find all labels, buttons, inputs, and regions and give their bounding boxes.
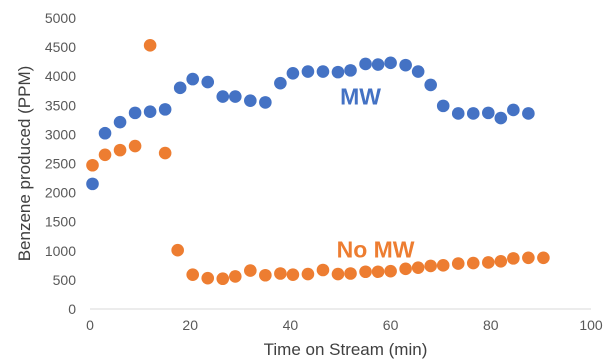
data-point xyxy=(98,148,112,162)
data-point xyxy=(301,65,315,78)
data-point xyxy=(436,259,450,272)
y-tick-label: 2500 xyxy=(45,156,76,172)
annotation-label: MW xyxy=(340,84,381,110)
data-point xyxy=(158,146,172,160)
y-tick-label: 5000 xyxy=(45,10,76,26)
data-point xyxy=(113,115,127,129)
x-tick-label: 100 xyxy=(579,317,603,333)
x-tick-label: 20 xyxy=(182,317,198,333)
data-point xyxy=(481,106,495,120)
series-1 xyxy=(86,39,550,286)
y-tick-label: 1500 xyxy=(45,214,76,230)
data-point xyxy=(384,56,397,70)
data-point xyxy=(86,158,99,172)
data-point xyxy=(274,76,287,90)
data-point xyxy=(466,256,480,270)
data-point xyxy=(399,58,412,72)
data-point xyxy=(344,267,357,280)
data-point xyxy=(216,272,230,286)
y-tick-label: 1000 xyxy=(45,243,76,259)
x-tick-label: 40 xyxy=(283,317,299,333)
data-point xyxy=(451,107,465,120)
y-tick-label: 2000 xyxy=(45,185,76,201)
data-point xyxy=(399,262,412,276)
data-point xyxy=(201,271,215,285)
y-tick-label: 3000 xyxy=(45,126,76,142)
y-tick-label: 3500 xyxy=(45,97,76,113)
data-point xyxy=(274,267,287,280)
data-point xyxy=(186,268,200,281)
y-tick-label: 4000 xyxy=(45,68,76,84)
data-point xyxy=(331,65,345,79)
data-point xyxy=(424,78,437,92)
data-point xyxy=(411,261,425,274)
data-point xyxy=(228,270,242,283)
data-point xyxy=(143,39,157,52)
data-point xyxy=(216,90,230,103)
y-tick-label: 500 xyxy=(53,272,77,288)
data-point xyxy=(371,58,385,71)
data-point xyxy=(424,259,437,273)
data-point xyxy=(244,264,257,277)
data-point xyxy=(259,268,272,282)
data-point xyxy=(201,75,215,89)
data-point xyxy=(436,99,450,113)
data-point xyxy=(507,252,520,265)
data-point xyxy=(173,81,187,95)
data-point xyxy=(411,65,425,78)
data-point xyxy=(344,64,357,77)
data-point xyxy=(228,90,242,103)
data-point xyxy=(113,143,127,157)
data-point xyxy=(494,254,508,268)
y-tick-label: 4500 xyxy=(45,39,76,55)
data-point xyxy=(86,177,99,191)
data-point xyxy=(158,103,172,116)
x-tick-labels: 0 20 40 60 80 100 xyxy=(86,317,603,333)
data-point xyxy=(186,72,200,86)
data-point xyxy=(128,139,142,153)
data-point xyxy=(359,265,372,279)
data-point xyxy=(371,265,385,279)
data-point xyxy=(244,94,257,107)
data-point xyxy=(522,251,535,265)
data-point xyxy=(143,105,157,119)
data-point xyxy=(286,268,300,281)
data-point xyxy=(494,111,508,125)
data-point xyxy=(286,66,300,80)
data-point xyxy=(171,243,184,257)
annotation-label: No MW xyxy=(337,237,415,263)
data-point xyxy=(128,106,142,120)
data-point xyxy=(316,65,330,78)
data-point xyxy=(507,103,520,117)
x-tick-label: 80 xyxy=(483,317,499,333)
x-tick-label: 60 xyxy=(383,317,399,333)
series-0 xyxy=(86,56,535,191)
data-point xyxy=(316,263,330,277)
data-point xyxy=(331,267,345,281)
data-point xyxy=(98,126,112,140)
data-point xyxy=(451,257,465,270)
y-tick-label: 0 xyxy=(68,301,76,317)
data-point xyxy=(537,251,550,265)
data-point xyxy=(522,107,535,120)
data-point xyxy=(359,57,372,71)
annotations: MW No MW xyxy=(337,84,415,263)
data-point xyxy=(466,107,480,120)
y-axis-title: Benzene produced (PPM) xyxy=(15,66,34,262)
x-axis-title: Time on Stream (min) xyxy=(264,340,428,359)
x-tick-label: 0 xyxy=(86,317,94,333)
y-tick-labels: 0 500 1000 1500 2000 2500 3000 3500 4000 4500 5000 xyxy=(45,10,76,317)
data-points xyxy=(86,39,550,286)
data-point xyxy=(481,256,495,269)
data-point xyxy=(259,96,272,109)
data-point xyxy=(384,264,397,278)
data-point xyxy=(301,267,315,281)
